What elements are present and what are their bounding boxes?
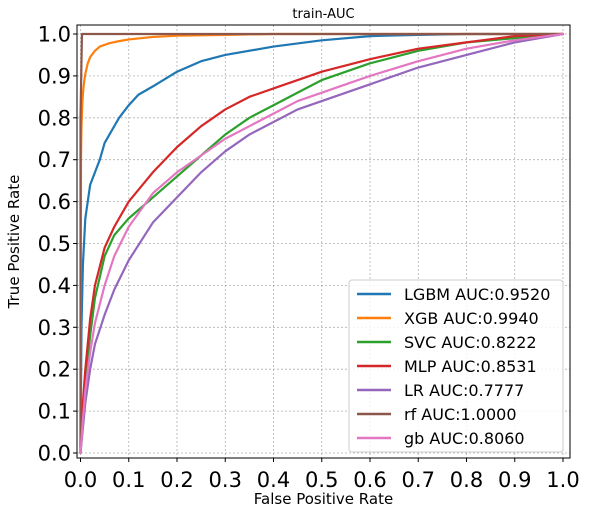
x-tick-label: 0.1 [112,468,145,492]
y-tick-label: 0.1 [38,400,71,424]
series-line-lr [79,32,565,455]
y-tick-label: 0.9 [38,64,71,88]
legend-frame [348,279,564,453]
x-tick-label: 0.7 [402,468,435,492]
y-tick-label: 0.6 [38,190,71,214]
y-tick-label: 0.0 [38,442,71,466]
legend-label-gb: gb AUC:0.8060 [404,429,525,448]
legend-label-svc: SVC AUC:0.8222 [404,333,537,352]
y-axis-title: True Positive Rate [5,175,23,310]
legend-label-mlp: MLP AUC:0.8531 [404,357,537,376]
y-tick-label: 0.3 [38,316,71,340]
series-line-gb [79,32,565,455]
x-tick-label: 0.8 [450,468,483,492]
series-line-lgbm [79,32,565,455]
x-tick-label: 0.3 [209,468,242,492]
x-tick-label: 0.9 [498,468,531,492]
legend-label-rf: rf AUC:1.0000 [404,405,517,424]
legend-label-lgbm: LGBM AUC:0.9520 [404,285,550,304]
y-tick-label: 0.2 [38,358,71,382]
series-line-rf [79,32,565,455]
y-tick-label: 0.7 [38,148,71,172]
x-tick-label: 0.6 [353,468,386,492]
x-tick-label: 0.0 [64,468,97,492]
x-tick-label: 0.2 [160,468,193,492]
axis-ticks: 0.0 0.1 0.2 0.3 0.4 0.5 0.6 0.7 0.8 0.9 1.0 0.0 0.1 0… [38,23,580,493]
x-tick-label: 0.5 [305,468,338,492]
x-axis-title: False Positive Rate [254,490,393,508]
y-tick-label: 1.0 [38,23,71,47]
chart-title: train-AUC [292,7,354,22]
y-tick-label: 0.4 [38,274,71,298]
plot-frame [76,24,571,459]
y-tick-label: 0.8 [38,106,71,130]
series-line-svc [79,32,565,455]
legend-label-xgb: XGB AUC:0.9940 [404,309,539,328]
y-tick-label: 0.5 [38,232,71,256]
legend-label-lr: LR AUC:0.7777 [404,381,524,400]
x-tick-label: 0.4 [257,468,290,492]
series-group [79,32,565,455]
legend: LGBM AUC:0.9520 XGB AUC:0.9940 SVC AUC:0.8… [348,279,564,453]
x-tick-label: 1.0 [546,468,579,492]
series-line-mlp [79,32,565,455]
